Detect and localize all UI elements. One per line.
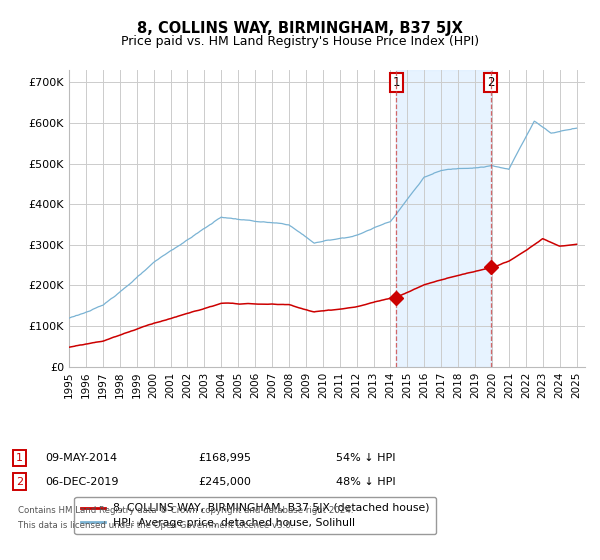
Text: Contains HM Land Registry data © Crown copyright and database right 2024.: Contains HM Land Registry data © Crown c… [18, 506, 353, 515]
Text: 8, COLLINS WAY, BIRMINGHAM, B37 5JX: 8, COLLINS WAY, BIRMINGHAM, B37 5JX [137, 21, 463, 36]
Text: £245,000: £245,000 [198, 477, 251, 487]
Text: 1: 1 [16, 453, 23, 463]
Text: 1: 1 [392, 76, 400, 88]
Text: This data is licensed under the Open Government Licence v3.0.: This data is licensed under the Open Gov… [18, 521, 293, 530]
Text: £168,995: £168,995 [198, 453, 251, 463]
Text: 48% ↓ HPI: 48% ↓ HPI [336, 477, 395, 487]
Text: 54% ↓ HPI: 54% ↓ HPI [336, 453, 395, 463]
Text: 06-DEC-2019: 06-DEC-2019 [45, 477, 119, 487]
Legend: 8, COLLINS WAY, BIRMINGHAM, B37 5JX (detached house), HPI: Average price, detach: 8, COLLINS WAY, BIRMINGHAM, B37 5JX (det… [74, 497, 436, 534]
Text: Price paid vs. HM Land Registry's House Price Index (HPI): Price paid vs. HM Land Registry's House … [121, 35, 479, 48]
Text: 2: 2 [487, 76, 494, 88]
Text: 09-MAY-2014: 09-MAY-2014 [45, 453, 117, 463]
Text: 2: 2 [16, 477, 23, 487]
Bar [397, 70, 491, 367]
